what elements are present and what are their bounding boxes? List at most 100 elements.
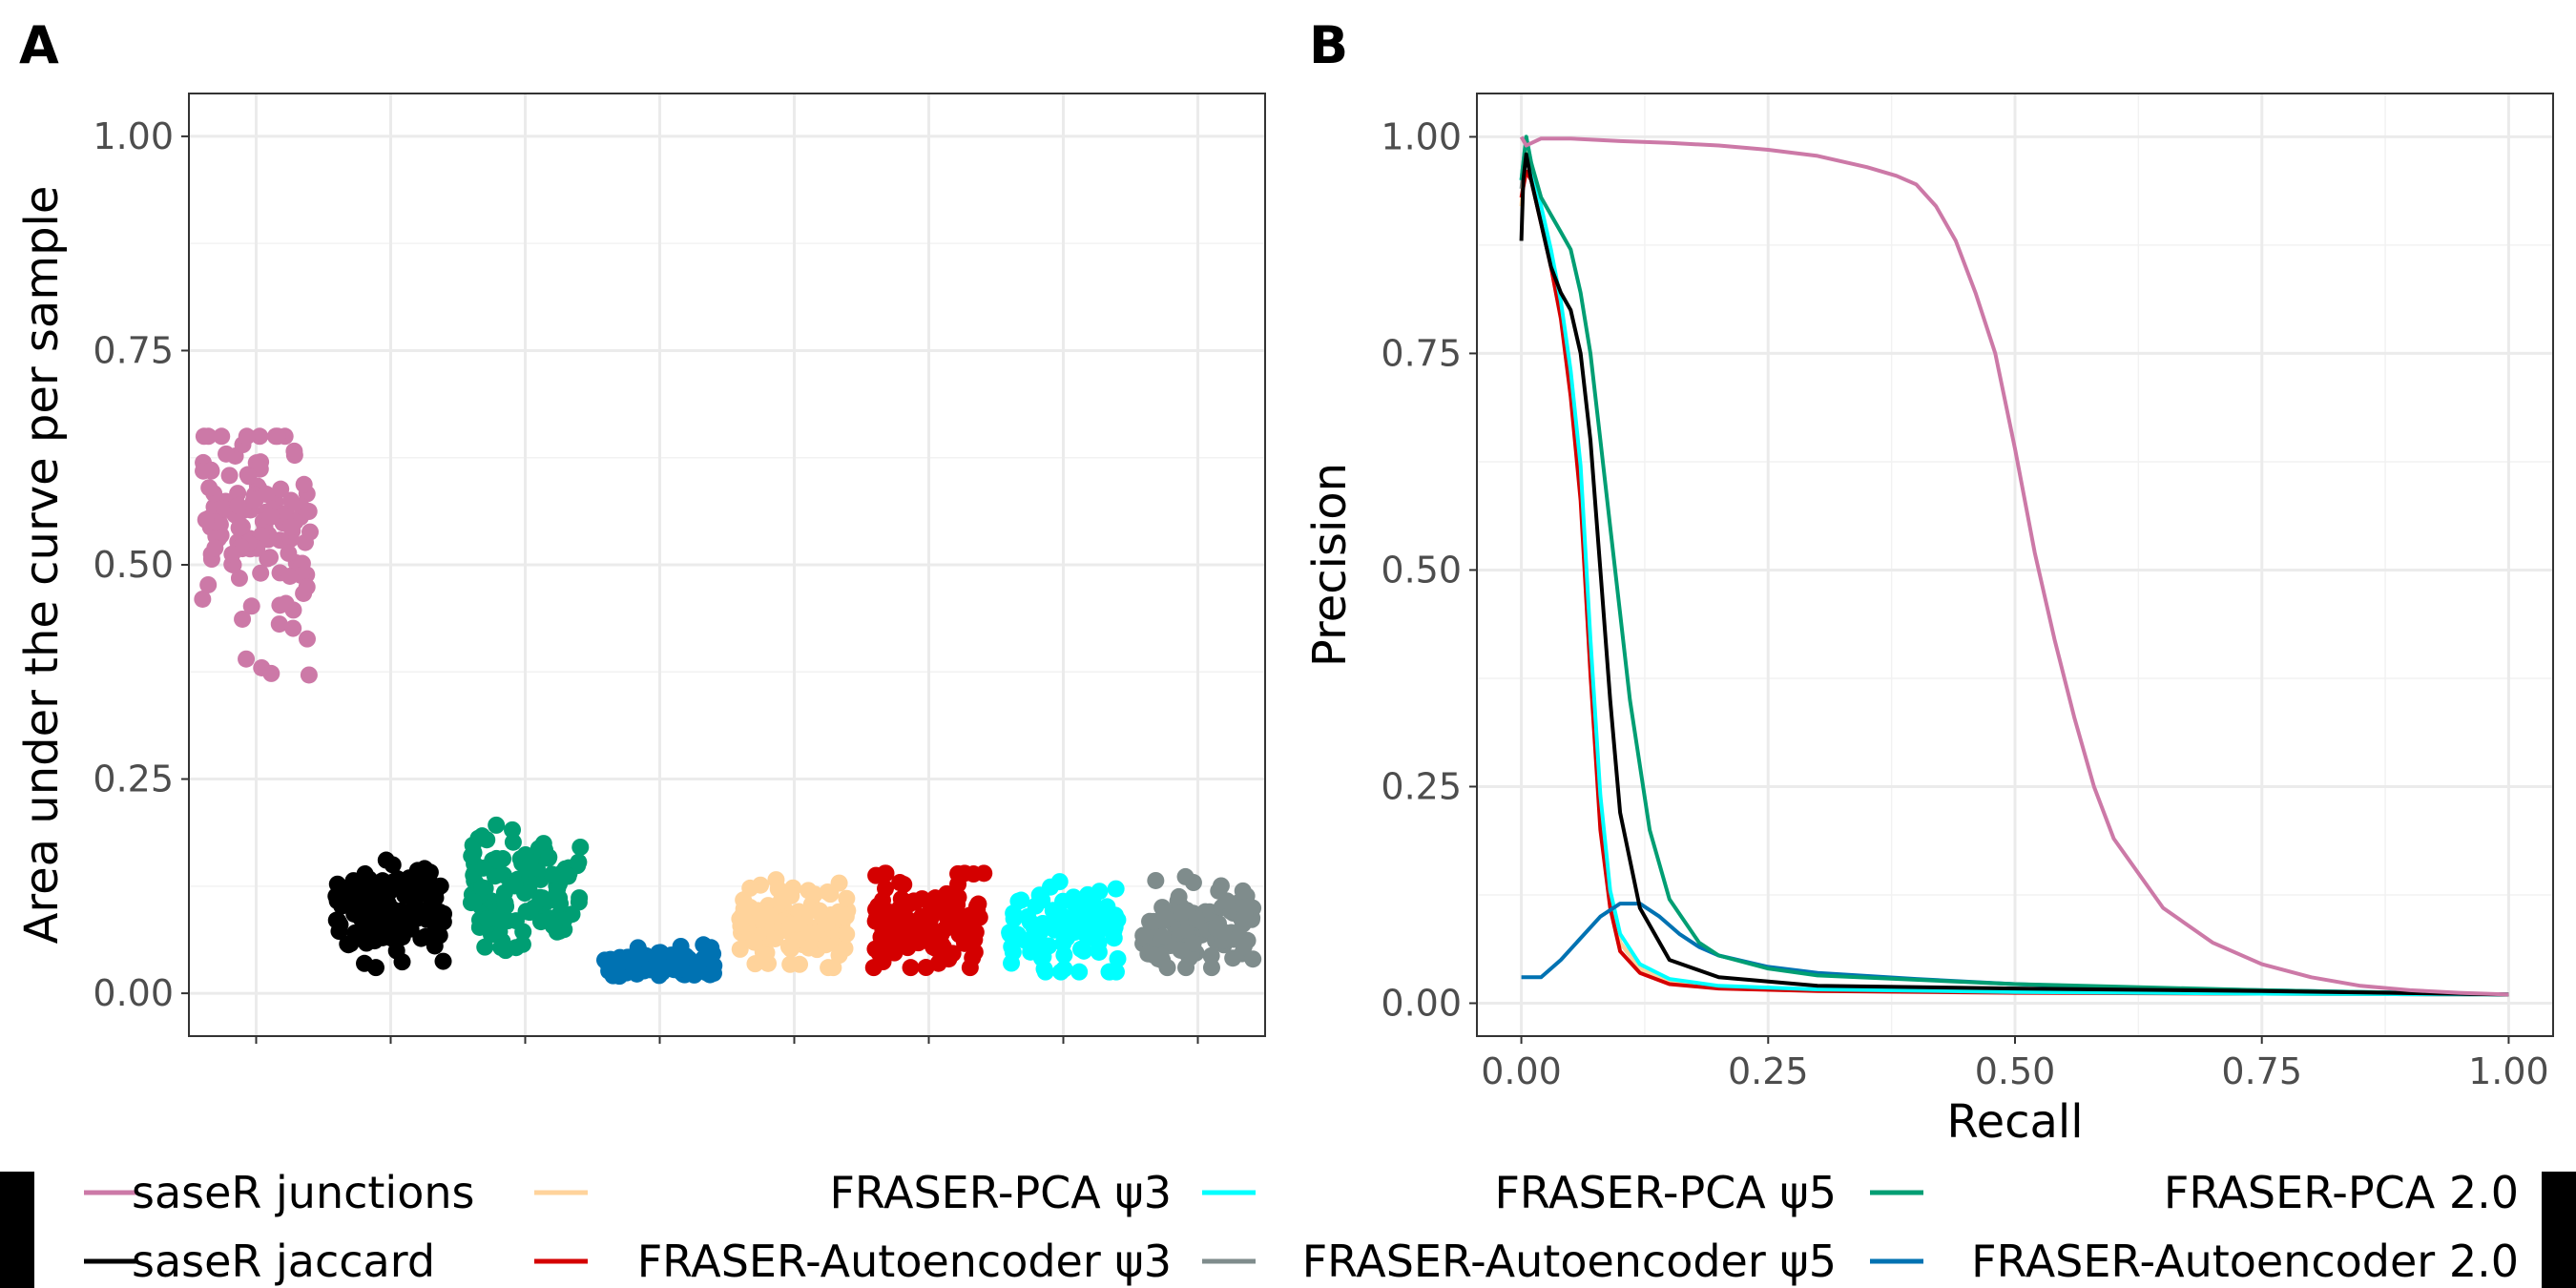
legend: saseR junctions saseR jaccard FRASER-PCA ψ… (84, 1167, 2519, 1287)
data-point (938, 884, 956, 903)
data-point (521, 904, 539, 922)
data-point (1109, 949, 1127, 967)
data-point (819, 883, 837, 901)
data-point (571, 838, 590, 856)
x-tick-label: 0.75 (2221, 1050, 2302, 1092)
data-point (1235, 938, 1253, 956)
legend-label: FRASER-PCA ψ5 (1494, 1167, 1837, 1218)
data-point (672, 937, 690, 955)
data-point (463, 847, 481, 865)
data-point (605, 961, 623, 979)
data-point (384, 856, 402, 874)
data-point (1176, 867, 1195, 885)
data-point (234, 610, 252, 628)
data-point (465, 893, 483, 911)
data-point (490, 911, 509, 929)
data-point (473, 827, 491, 845)
data-point (242, 597, 260, 615)
data-point (298, 578, 316, 596)
data-point (866, 940, 884, 958)
series-group (462, 816, 590, 960)
data-point (570, 853, 588, 871)
data-point (817, 936, 835, 954)
y-tick-label: 0.00 (1381, 982, 1462, 1024)
legend-label: FRASER-Autoencoder ψ3 (637, 1236, 1172, 1287)
series-line (1519, 135, 2509, 997)
data-point (216, 500, 234, 518)
data-point (199, 575, 218, 593)
data-point (230, 570, 248, 588)
data-point (926, 894, 945, 912)
y-axis-title: Precision (1303, 463, 1357, 667)
data-point (282, 518, 301, 536)
data-point (964, 948, 982, 966)
data-point (301, 523, 320, 541)
data-point (892, 890, 910, 908)
data-point (418, 875, 436, 893)
data-point (390, 917, 408, 935)
data-point (1050, 873, 1069, 891)
data-point (431, 877, 449, 895)
data-point (239, 467, 258, 486)
series-line (1519, 152, 2509, 997)
data-point (261, 549, 280, 567)
panel-b-chart: 0.00 0.25 0.50 0.75 1.00 0.00 0.25 0.50 0.75 1.00… (1303, 93, 2554, 1149)
data-point (408, 909, 426, 927)
data-point (1145, 912, 1163, 930)
data-point (327, 911, 345, 929)
series-group (731, 871, 857, 977)
data-point (761, 907, 779, 925)
y-tick-label: 0.75 (93, 329, 174, 371)
data-point (473, 879, 491, 897)
data-point (701, 966, 719, 984)
data-point (1070, 963, 1089, 981)
data-point (899, 939, 917, 957)
data-point (650, 966, 668, 985)
data-point (1003, 954, 1021, 972)
data-point (362, 897, 380, 915)
data-point (238, 650, 256, 668)
data-point (504, 833, 522, 851)
data-point (244, 491, 262, 509)
data-point (936, 945, 954, 964)
data-point (474, 859, 492, 877)
data-point (745, 933, 763, 951)
data-point (379, 905, 397, 924)
data-point (262, 664, 280, 682)
data-point (280, 567, 299, 585)
data-point (1134, 926, 1153, 945)
data-point (1100, 963, 1118, 981)
data-point (1053, 906, 1071, 924)
y-tick-label: 1.00 (93, 115, 174, 157)
data-point (1173, 904, 1191, 923)
data-point (476, 938, 494, 956)
y-tick-label: 1.00 (1381, 115, 1462, 157)
data-point (965, 865, 983, 883)
data-point (779, 938, 798, 956)
data-point (942, 899, 960, 917)
data-point (1005, 909, 1023, 927)
y-tick-label: 0.50 (93, 544, 174, 586)
data-point (295, 475, 313, 493)
series-group (1001, 873, 1127, 981)
data-point (1244, 950, 1262, 968)
legend-right-bar (2542, 1172, 2576, 1288)
data-point (544, 917, 562, 935)
data-point (1236, 904, 1254, 923)
data-point (1215, 923, 1233, 941)
data-point (238, 427, 256, 446)
data-point (300, 666, 318, 684)
data-point (877, 880, 895, 898)
data-point (200, 479, 218, 497)
data-point (548, 883, 566, 902)
data-point (285, 447, 303, 465)
data-point (269, 427, 287, 446)
data-point (1188, 910, 1206, 928)
data-point (327, 887, 345, 905)
data-point (280, 544, 298, 562)
data-point (199, 427, 218, 446)
data-point (220, 467, 239, 485)
data-point (521, 853, 539, 871)
data-point (365, 932, 384, 950)
